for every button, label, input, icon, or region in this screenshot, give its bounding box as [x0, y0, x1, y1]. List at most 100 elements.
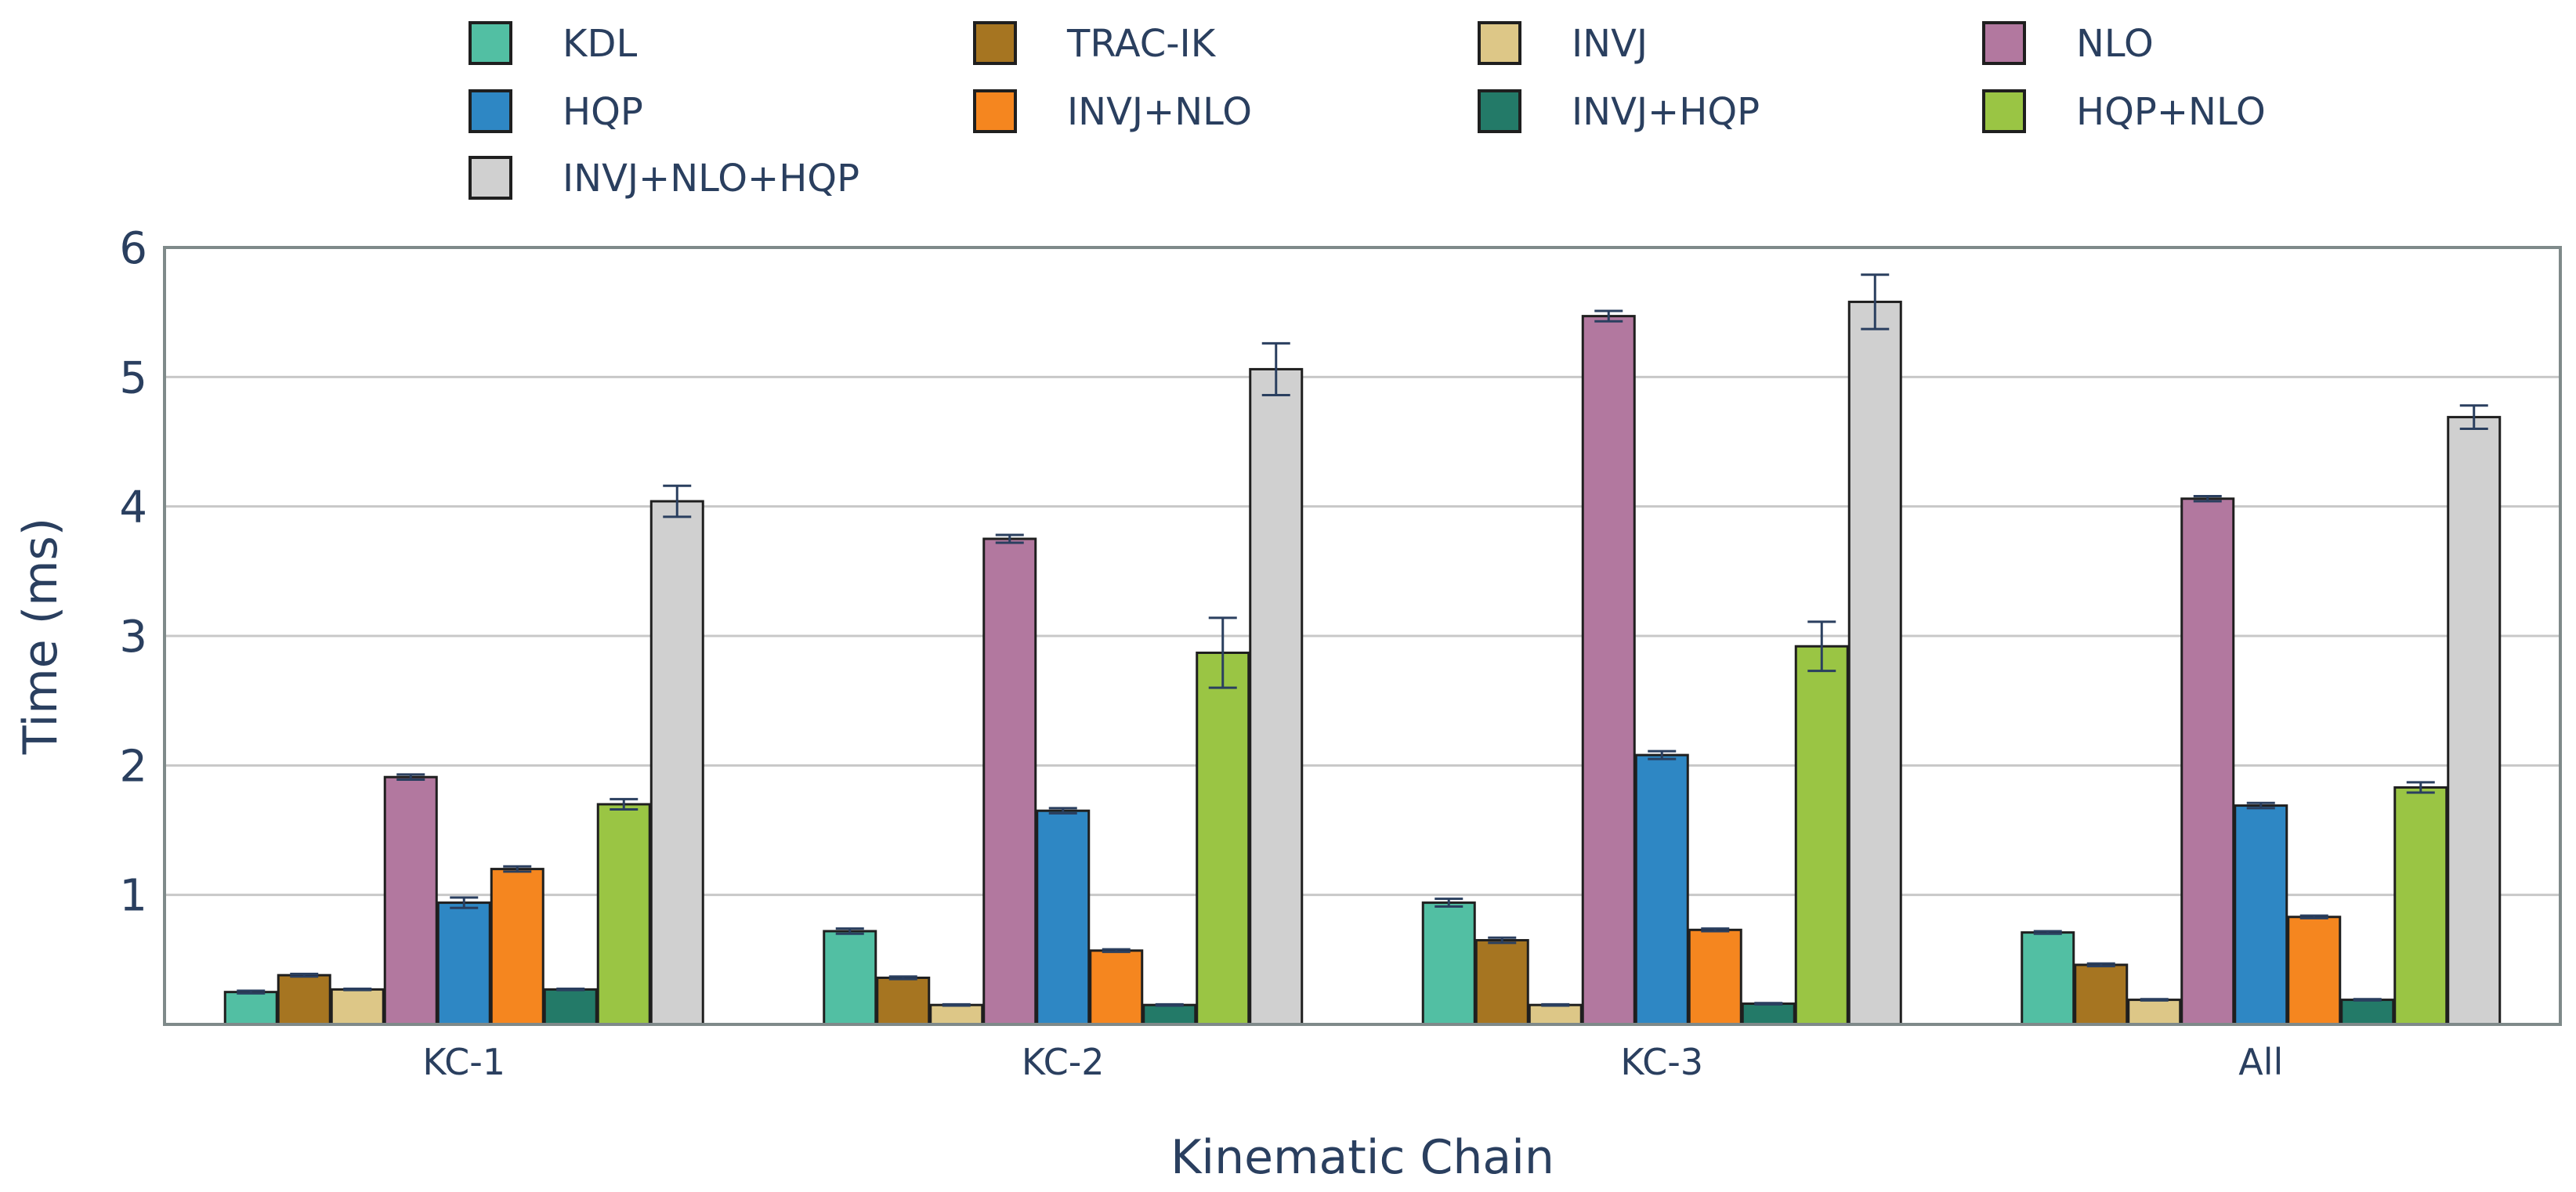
- y-tick-label: 6: [119, 223, 147, 274]
- error-bar-invj-plus-nlo-kc-1: [503, 865, 532, 873]
- error-bar-hqp-plus-nlo-kc-1: [610, 797, 639, 811]
- bar-kdl-kc-3: [1421, 901, 1476, 1026]
- legend-label: HQP: [563, 90, 643, 134]
- error-bar-hqp-all: [2246, 801, 2275, 810]
- bar-invj-plus-nlo-plus-hqp-kc-2: [1249, 367, 1304, 1026]
- bar-hqp-plus-nlo-kc-3: [1794, 645, 1849, 1026]
- legend-item-invj: INVJ: [1478, 21, 1648, 66]
- error-bar-invj-plus-nlo-plus-hqp-kc-2: [1261, 341, 1290, 396]
- bar-trac-ik-kc-2: [876, 976, 931, 1026]
- bars: [223, 300, 2502, 1026]
- bar-invj-plus-hqp-kc-3: [1741, 1002, 1796, 1026]
- plot-frame: [163, 246, 2562, 1026]
- bar-invj-plus-nlo-all: [2287, 916, 2342, 1026]
- bar-trac-ik-kc-3: [1474, 939, 1529, 1026]
- bar-nlo-kc-1: [383, 775, 438, 1026]
- error-bar-hqp-plus-nlo-kc-2: [1208, 616, 1237, 689]
- x-axis-ticks: KC-1 KC-2 KC-3 All: [422, 1041, 2283, 1083]
- error-bars: [237, 273, 2488, 1007]
- bar-invj-plus-hqp-kc-1: [543, 988, 598, 1026]
- error-bar-kdl-all: [2033, 930, 2062, 935]
- error-bar-invj-plus-nlo-all: [2299, 914, 2328, 919]
- bar-invj-plus-nlo-plus-hqp-kc-1: [649, 500, 704, 1026]
- y-tick-label: 5: [119, 352, 147, 403]
- y-tick-label: 4: [119, 482, 147, 533]
- error-bar-trac-ik-kc-3: [1488, 936, 1517, 945]
- error-bar-invj-kc-3: [1541, 1002, 1570, 1007]
- legend-label: HQP+NLO: [2076, 90, 2266, 134]
- y-tick-label: 3: [119, 612, 147, 663]
- bar-nlo-all: [2180, 497, 2235, 1026]
- x-tick-label: KC-2: [1022, 1041, 1105, 1083]
- legend-item-invj-plus-nlo-plus-hqp: INVJ+NLO+HQP: [469, 156, 859, 200]
- error-bar-nlo-all: [2193, 494, 2222, 503]
- error-bar-kdl-kc-1: [237, 989, 266, 995]
- legend-swatch: [1478, 89, 1521, 133]
- legend-swatch: [469, 156, 512, 200]
- error-bar-hqp-kc-1: [450, 896, 479, 909]
- error-bar-invj-plus-nlo-kc-2: [1102, 948, 1131, 953]
- bar-hqp-kc-3: [1634, 753, 1689, 1026]
- bar-invj-plus-nlo-kc-2: [1089, 949, 1144, 1026]
- legend-swatch: [1478, 21, 1521, 65]
- legend-label: INVJ+NLO+HQP: [563, 157, 859, 200]
- bar-invj-kc-2: [929, 1003, 984, 1026]
- legend-label: TRAC-IK: [1066, 22, 1217, 66]
- error-bar-invj-plus-nlo-plus-hqp-kc-1: [663, 484, 692, 518]
- bar-kdl-all: [2021, 931, 2075, 1026]
- y-axis-title: Time (ms): [13, 518, 68, 755]
- legend-swatch: [973, 21, 1017, 65]
- legend-label: INVJ+HQP: [1572, 90, 1760, 134]
- x-tick-label: All: [2238, 1041, 2283, 1083]
- bar-nlo-kc-2: [982, 537, 1037, 1026]
- y-axis-ticks: 1 2 3 4 5 6: [119, 223, 147, 922]
- bar-invj-kc-3: [1528, 1003, 1583, 1026]
- x-tick-label: KC-3: [1620, 1041, 1703, 1083]
- bar-invj-plus-hqp-all: [2340, 999, 2395, 1026]
- legend-swatch: [1982, 21, 2026, 65]
- legend-item-nlo: NLO: [1982, 21, 2154, 66]
- legend-label: KDL: [563, 22, 637, 66]
- bar-trac-ik-all: [2074, 963, 2129, 1026]
- legend-item-invj-plus-nlo: INVJ+NLO: [973, 89, 1252, 134]
- x-tick-label: KC-1: [422, 1041, 505, 1083]
- error-bar-trac-ik-kc-2: [888, 975, 917, 981]
- x-axis-title: Kinematic Chain: [1170, 1130, 1554, 1185]
- error-bar-invj-kc-2: [942, 1002, 971, 1007]
- error-bar-invj-kc-1: [343, 988, 372, 992]
- legend-item-hqp: HQP: [469, 89, 643, 134]
- error-bar-nlo-kc-1: [396, 773, 425, 782]
- bar-invj-plus-nlo-kc-1: [490, 868, 545, 1026]
- legend-item-kdl: KDL: [469, 21, 637, 66]
- legend-swatch: [469, 89, 512, 133]
- error-bar-trac-ik-kc-1: [290, 973, 319, 978]
- bar-hqp-kc-1: [436, 901, 491, 1026]
- bar-invj-plus-hqp-kc-2: [1142, 1003, 1197, 1026]
- legend-swatch: [1982, 89, 2026, 133]
- bar-invj-plus-nlo-plus-hqp-kc-3: [1847, 300, 1902, 1026]
- legend-label: INVJ: [1572, 22, 1648, 66]
- error-bar-invj-plus-hqp-kc-2: [1155, 1002, 1184, 1007]
- error-bar-hqp-kc-2: [1048, 807, 1077, 815]
- bar-invj-kc-1: [330, 988, 385, 1026]
- legend-swatch: [469, 21, 512, 65]
- bar-kdl-kc-2: [823, 930, 877, 1026]
- error-bar-hqp-kc-3: [1648, 750, 1677, 760]
- bar-kdl-kc-1: [223, 991, 278, 1026]
- bar-hqp-kc-2: [1036, 809, 1091, 1026]
- bar-invj-plus-nlo-plus-hqp-all: [2447, 416, 2502, 1026]
- bar-hqp-plus-nlo-kc-1: [596, 803, 651, 1026]
- error-bar-invj-plus-nlo-kc-3: [1701, 927, 1730, 933]
- error-bar-nlo-kc-2: [995, 533, 1024, 544]
- error-bar-invj-plus-hqp-all: [2353, 998, 2382, 1002]
- legend-label: NLO: [2076, 22, 2154, 66]
- legend: KDL TRAC-IK INVJ NLO HQP INVJ+NLO INVJ+HQP HQP+…: [469, 21, 2266, 200]
- error-bar-kdl-kc-3: [1435, 898, 1463, 908]
- error-bar-invj-plus-nlo-plus-hqp-all: [2459, 404, 2488, 430]
- bar-nlo-kc-3: [1581, 315, 1636, 1026]
- legend-item-hqp-plus-nlo: HQP+NLO: [1982, 89, 2266, 134]
- legend-swatch: [973, 89, 1017, 133]
- error-bar-invj-plus-hqp-kc-1: [556, 988, 585, 992]
- error-bar-invj-plus-hqp-kc-3: [1754, 1002, 1783, 1006]
